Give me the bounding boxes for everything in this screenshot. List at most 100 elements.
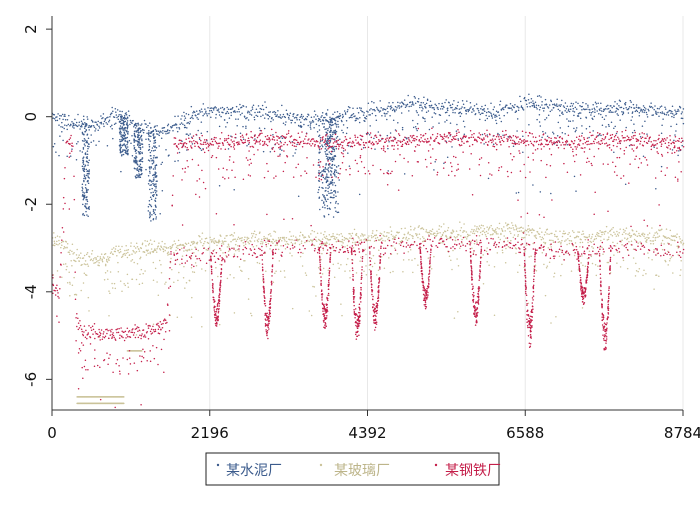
- data-point: [417, 236, 419, 239]
- data-point: [296, 240, 299, 242]
- data-point: [174, 259, 177, 262]
- data-point: [125, 130, 128, 133]
- data-point: [165, 281, 167, 284]
- data-point: [282, 122, 285, 124]
- data-point: [284, 123, 287, 126]
- data-point: [313, 230, 316, 233]
- data-point: [104, 264, 107, 267]
- data-point: [503, 235, 505, 237]
- data-point: [497, 132, 499, 135]
- data-point: [280, 117, 282, 119]
- data-point: [571, 105, 574, 107]
- data-point: [264, 251, 266, 253]
- data-point: [196, 142, 199, 145]
- data-point: [234, 249, 237, 252]
- data-point: [425, 111, 428, 114]
- data-point: [222, 111, 224, 114]
- data-point: [121, 330, 123, 332]
- data-point: [127, 331, 130, 333]
- data-point: [119, 251, 122, 253]
- data-point: [379, 140, 382, 142]
- data-point: [325, 163, 327, 165]
- data-point: [298, 243, 301, 246]
- data-point: [511, 222, 513, 224]
- data-point: [440, 226, 443, 228]
- data-point: [279, 270, 282, 272]
- data-point: [517, 234, 520, 236]
- data-point: [603, 118, 606, 120]
- data-point: [281, 240, 283, 242]
- data-point: [217, 258, 220, 260]
- data-point: [650, 102, 652, 104]
- data-point: [136, 143, 139, 145]
- data-point: [344, 112, 347, 114]
- data-point: [193, 265, 195, 268]
- data-point: [207, 242, 210, 244]
- data-point: [133, 145, 135, 147]
- data-point: [140, 268, 143, 271]
- data-point: [677, 254, 679, 256]
- data-point: [85, 123, 88, 126]
- data-point: [170, 247, 172, 250]
- data-point: [424, 105, 426, 108]
- data-point: [401, 140, 404, 143]
- data-point: [625, 227, 628, 229]
- data-point: [299, 116, 301, 118]
- data-point: [100, 123, 103, 125]
- data-point: [233, 144, 236, 146]
- data-point: [236, 124, 238, 127]
- data-point: [313, 116, 315, 118]
- data-point: [441, 233, 444, 236]
- data-point: [429, 230, 431, 232]
- data-point: [141, 333, 143, 335]
- data-point: [448, 255, 451, 258]
- data-point: [158, 134, 160, 137]
- data-point: [471, 228, 473, 231]
- data-point: [126, 149, 129, 152]
- data-point: [97, 129, 99, 131]
- data-point: [206, 113, 208, 115]
- data-point: [126, 120, 129, 122]
- data-point: [150, 205, 153, 208]
- data-point: [85, 199, 87, 201]
- data-point: [164, 243, 166, 245]
- data-point: [150, 149, 153, 152]
- data-point: [125, 147, 128, 150]
- data-point: [327, 239, 330, 241]
- data-point: [84, 165, 86, 168]
- data-point: [341, 144, 344, 147]
- data-point: [318, 169, 320, 172]
- data-point: [64, 247, 66, 249]
- data-point: [324, 139, 326, 141]
- data-point: [333, 150, 336, 152]
- data-point: [282, 170, 285, 173]
- data-point: [679, 106, 682, 109]
- data-point: [138, 142, 141, 144]
- data-point: [189, 117, 192, 120]
- data-point: [605, 114, 607, 117]
- data-point: [148, 132, 150, 134]
- data-point: [326, 238, 329, 240]
- data-point: [678, 236, 681, 238]
- data-point: [331, 131, 334, 134]
- data-point: [495, 122, 498, 125]
- data-point: [69, 249, 71, 252]
- data-point: [167, 246, 170, 249]
- data-point: [428, 104, 431, 107]
- data-point: [285, 136, 287, 138]
- data-point: [643, 106, 646, 109]
- data-point: [157, 245, 160, 247]
- data-point: [115, 362, 117, 365]
- data-point: [141, 123, 143, 125]
- data-point: [108, 290, 110, 292]
- data-point: [610, 121, 613, 123]
- data-point: [300, 121, 302, 123]
- data-point: [206, 130, 209, 133]
- data-point: [597, 232, 600, 235]
- data-point: [188, 122, 191, 125]
- data-point: [182, 123, 184, 125]
- data-point: [632, 248, 635, 250]
- data-point: [77, 113, 79, 116]
- data-point: [539, 125, 542, 127]
- data-point: [293, 113, 295, 115]
